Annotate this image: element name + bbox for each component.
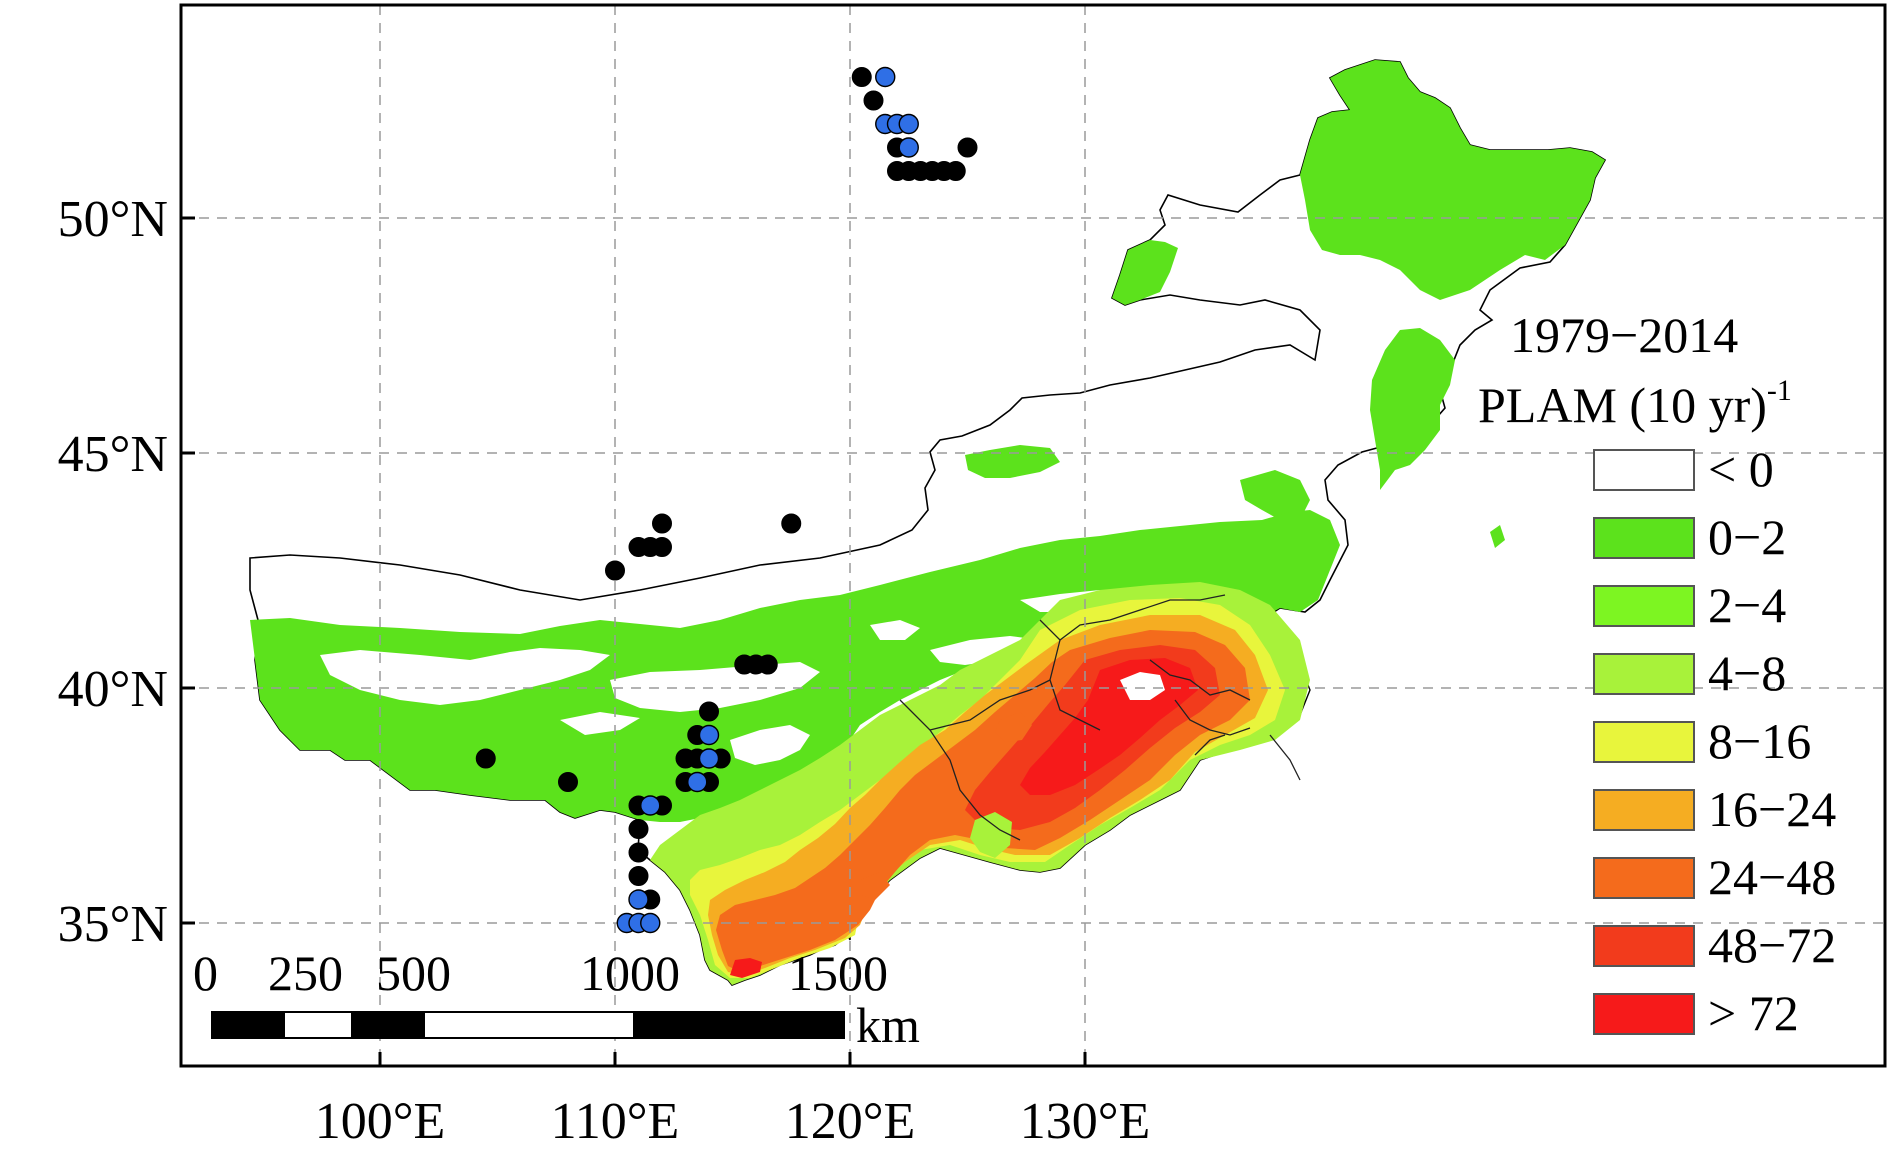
- graticule: [181, 5, 1885, 1066]
- legend-label: 2−4: [1708, 577, 1786, 633]
- station-marker-blue: [628, 889, 649, 910]
- legend-label: > 72: [1708, 985, 1799, 1041]
- y-tick-label: 50°N: [58, 191, 168, 248]
- legend-item: 8−16: [1593, 713, 1811, 769]
- station-markers-blue: [616, 66, 919, 934]
- scale-tick-250: 250: [268, 945, 343, 1001]
- scale-tick-1500: 1500: [788, 945, 888, 1001]
- station-marker-black: [652, 537, 672, 557]
- scale-tick-500: 500: [376, 945, 451, 1001]
- legend-title-line2: PLAM (10 yr)-1: [1478, 374, 1792, 433]
- station-marker-black: [652, 513, 672, 534]
- plot-frame: [179, 3, 1887, 1068]
- legend-label: 48−72: [1708, 917, 1836, 973]
- legend-title-line1: 1979−2014: [1510, 307, 1738, 363]
- station-marker-black: [628, 866, 649, 886]
- station-marker-blue: [640, 912, 661, 934]
- scale-bar-seg-4: [423, 1011, 635, 1039]
- legend-label: 4−8: [1708, 645, 1786, 701]
- x-axis: 100°E 110°E 120°E 130°E: [315, 1052, 1151, 1150]
- y-tick-label: 40°N: [58, 661, 168, 718]
- station-marker-black: [475, 748, 496, 769]
- station-marker-black: [957, 137, 978, 158]
- legend-item: > 72: [1593, 985, 1799, 1041]
- station-marker-black: [558, 772, 578, 792]
- legend-item: < 0: [1593, 441, 1774, 497]
- legend-item: 4−8: [1593, 645, 1786, 701]
- legend-label: < 0: [1708, 441, 1774, 497]
- station-marker-blue: [640, 795, 661, 816]
- legend-swatch: [1593, 721, 1695, 763]
- legend-swatch: [1593, 857, 1695, 899]
- legend-swatch: [1593, 585, 1695, 627]
- station-marker-black: [863, 90, 884, 111]
- station-marker-black: [851, 67, 872, 87]
- x-tick-label: 110°E: [551, 1093, 680, 1150]
- legend-item: 0−2: [1593, 509, 1786, 565]
- map-layer: [181, 5, 1885, 1066]
- class-warm-areas: [650, 582, 1310, 985]
- scale-bar-seg-3: [351, 1011, 425, 1039]
- y-tick-label: 45°N: [58, 426, 168, 483]
- x-tick-label: 120°E: [785, 1093, 916, 1150]
- legend-title-main: PLAM (10 yr): [1478, 377, 1767, 433]
- legend-title-superscript: -1: [1767, 374, 1792, 407]
- scale-tick-0: 0: [193, 945, 218, 1001]
- station-marker-blue: [898, 137, 919, 158]
- station-marker-blue: [687, 771, 708, 793]
- legend-item: 16−24: [1593, 781, 1836, 837]
- legend-swatch: [1593, 517, 1695, 559]
- scale-bar-seg-5: [633, 1011, 845, 1039]
- legend-item: 48−72: [1593, 917, 1836, 973]
- legend: 1979−2014 PLAM (10 yr)-1 < 0 0−2 2−4 4−8 8−1…: [1478, 307, 1836, 1041]
- scale-unit: km: [856, 997, 920, 1053]
- legend-swatch: [1593, 653, 1695, 695]
- province-boundaries: [899, 594, 1301, 841]
- station-marker-black: [945, 161, 966, 181]
- station-marker-blue: [875, 66, 896, 88]
- legend-label: 0−2: [1708, 509, 1786, 565]
- legend-label: 8−16: [1708, 713, 1811, 769]
- station-marker-blue: [698, 724, 720, 746]
- y-axis: 50°N 45°N 40°N 35°N: [58, 191, 195, 953]
- station-marker-blue: [898, 113, 919, 135]
- scale-bar-seg-2: [283, 1011, 353, 1039]
- station-marker-black: [699, 701, 719, 722]
- legend-label: 16−24: [1708, 781, 1836, 837]
- legend-item: 2−4: [1593, 577, 1786, 633]
- x-tick-label: 130°E: [1020, 1093, 1151, 1150]
- legend-item: 24−48: [1593, 849, 1836, 905]
- y-tick-label: 35°N: [58, 896, 168, 953]
- legend-swatch: [1593, 449, 1695, 491]
- station-marker-black: [757, 654, 778, 675]
- legend-swatch: [1593, 993, 1695, 1035]
- station-marker-black: [781, 513, 802, 534]
- legend-swatch: [1593, 789, 1695, 831]
- legend-items: < 0 0−2 2−4 4−8 8−16 16−24 24−48 48−72 > 72: [1593, 441, 1836, 1041]
- station-marker-black: [605, 560, 625, 581]
- scale-tick-1000: 1000: [580, 945, 680, 1001]
- x-tick-label: 100°E: [315, 1093, 446, 1150]
- scale-bar: 0 250 500 1000 1500 km: [193, 945, 920, 1053]
- station-marker-black: [628, 842, 649, 863]
- scale-bar-seg-1: [211, 1011, 285, 1039]
- station-marker-blue: [698, 748, 720, 769]
- legend-label: 24−48: [1708, 849, 1836, 905]
- legend-swatch: [1593, 925, 1695, 967]
- station-marker-black: [628, 819, 649, 839]
